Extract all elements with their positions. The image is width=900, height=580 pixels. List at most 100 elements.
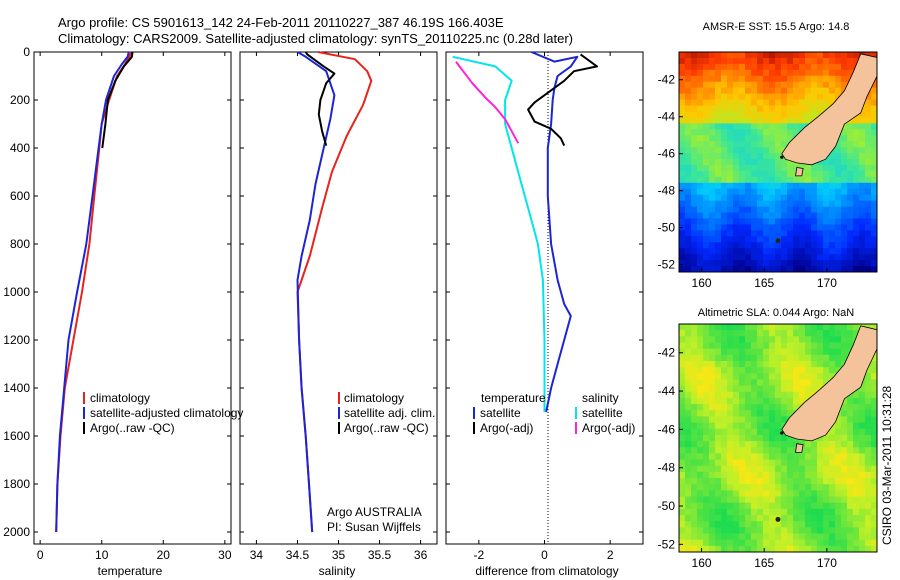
map-cell [757,164,764,172]
map-cell [763,159,770,166]
map-cell [847,496,854,504]
map-cell [697,194,704,202]
map-cell [787,527,794,535]
map-cell [685,200,692,208]
map-cell [805,342,812,350]
map-cell [697,385,704,393]
map-cell [697,248,704,255]
map-cell [859,254,866,261]
map-cell [787,508,794,516]
map-cell [859,545,866,553]
map-cell [709,478,716,485]
map-cell [865,260,872,267]
map-cell [745,63,752,71]
map-cell [685,99,692,107]
map-cell [793,117,800,124]
map-cell [703,188,710,196]
map-cell [691,465,698,473]
map-cell [709,545,716,553]
map-cell [799,360,806,368]
map-cell [715,502,722,510]
map-cell [787,242,794,249]
map-cell [817,194,824,202]
map-cell [829,99,836,107]
map-cell [685,57,692,65]
map-cell [685,391,692,399]
map-cell [697,348,704,356]
map-cell [829,447,836,454]
map-cell [757,545,764,553]
map-cell [691,200,698,208]
map-cell [775,147,782,154]
map-cell [823,248,830,255]
map-cell [703,141,710,148]
map-cell [793,69,800,77]
map-cell [829,69,836,77]
legend-temp-argo: Argo(-adj) [480,421,533,435]
map-cell [679,248,686,255]
map-cell [763,360,770,368]
map-cell [721,87,728,95]
map-cell [709,87,716,95]
map-cell [751,428,758,436]
map-cell [697,342,704,350]
map-cell [757,129,764,136]
map-cell [739,527,746,535]
map-cell [781,348,788,356]
map-cell [757,385,764,393]
map-cell [769,170,776,178]
map-cell [805,490,812,498]
map-cell [811,465,818,473]
map-cell [871,410,878,417]
map-cell [745,391,752,399]
map-cell [805,465,812,473]
map-cell [835,416,842,424]
legend-climatology: climatology [344,391,404,405]
map-cell [841,170,848,178]
map-cell [799,93,806,101]
map-cell [679,465,686,473]
map-cell [727,99,734,107]
map-cell [757,391,764,399]
map-cell [847,484,854,491]
map-cell [787,105,794,112]
map-cell [739,230,746,237]
map-cell [697,141,704,148]
map-cell [733,176,740,184]
map-cell [745,230,752,237]
map-cell [679,434,686,442]
map-cell [793,471,800,479]
map-cell [865,200,872,208]
map-y-tick-label: -46 [658,422,676,436]
map-cell [715,224,722,231]
map-cell [751,515,758,522]
map-cell [769,236,776,243]
map-cell [823,496,830,504]
map-cell [763,182,770,190]
map-cell [799,117,806,124]
legend-argo: Argo(..raw -QC) [344,421,429,435]
map-cell [853,147,860,154]
map-cell [733,496,740,504]
map-cell [709,206,716,214]
map-cell [727,410,734,417]
map-cell [865,422,872,430]
map-cell [775,153,782,160]
map-cell [829,490,836,498]
salinity-lines [296,51,373,533]
map-cell [811,266,818,273]
map-cell [685,242,692,249]
map-cell [709,224,716,231]
map-cell [781,324,788,331]
map-x-tick-label: 165 [754,276,774,290]
map-cell [769,502,776,510]
map-cell [691,218,698,225]
map-cell [835,260,842,267]
map-cell [751,170,758,178]
map-cell [871,508,878,516]
map-cell [793,354,800,362]
map-cell [847,342,854,350]
map-cell [745,434,752,442]
auckland-islands-marker [775,238,781,244]
map-cell [685,416,692,424]
